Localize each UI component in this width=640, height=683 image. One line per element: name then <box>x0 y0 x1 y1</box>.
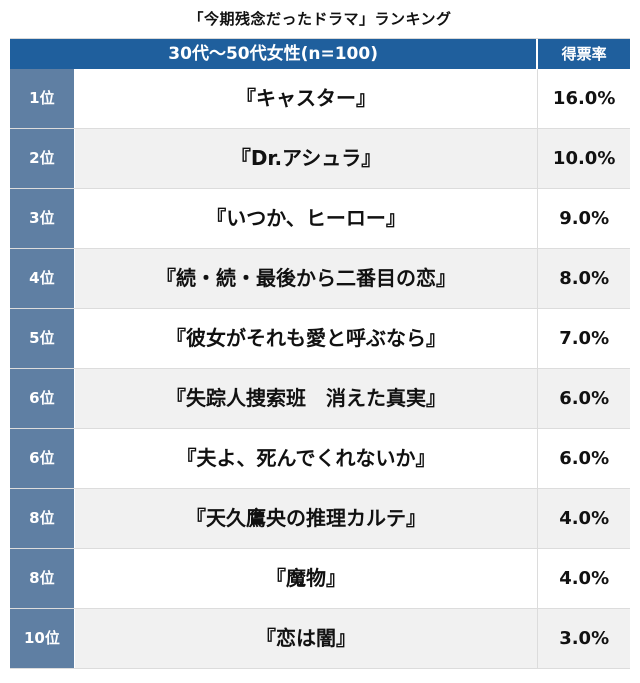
vote-rate-cell: 6.0% <box>537 369 630 428</box>
drama-title-cell: 『彼女がそれも愛と呼ぶなら』 <box>166 326 447 350</box>
table-row: 6位 『夫よ、死んでくれないか』 6.0% <box>10 429 630 489</box>
ranking-title: 「今期残念だったドラマ」ランキング <box>188 10 452 28</box>
table-row: 8位 『天久鷹央の推理カルテ』 4.0% <box>10 489 630 549</box>
drama-title-cell: 『キャスター』 <box>236 86 377 110</box>
vote-rate-header: 得票率 <box>536 39 630 69</box>
drama-title-cell: 『恋は闇』 <box>256 626 357 650</box>
table-row: 5位 『彼女がそれも愛と呼ぶなら』 7.0% <box>10 309 630 369</box>
rank-cell: 5位 <box>10 309 75 368</box>
table-header: 30代〜50代女性(n=100) 得票率 <box>10 39 630 69</box>
rank-cell: 8位 <box>10 549 75 608</box>
respondent-group-header: 30代〜50代女性(n=100) <box>10 39 537 69</box>
ranking-table: 30代〜50代女性(n=100) 得票率 1位 『キャスター』 16.0% 2位… <box>10 38 630 669</box>
drama-title-cell: 『Dr.アシュラ』 <box>230 146 382 170</box>
drama-title-cell: 『夫よ、死んでくれないか』 <box>176 446 436 470</box>
table-row: 8位 『魔物』 4.0% <box>10 549 630 609</box>
vote-rate-cell: 7.0% <box>537 309 630 368</box>
table-row: 3位 『いつか、ヒーロー』 9.0% <box>10 189 630 249</box>
rank-cell: 1位 <box>10 69 75 128</box>
vote-rate-cell: 6.0% <box>537 429 630 488</box>
vote-rate-cell: 16.0% <box>537 69 630 128</box>
drama-title-cell: 『いつか、ヒーロー』 <box>206 206 406 230</box>
table-row: 4位 『続・続・最後から二番目の恋』 8.0% <box>10 249 630 309</box>
rank-cell: 8位 <box>10 489 75 548</box>
vote-rate-cell: 10.0% <box>537 129 630 188</box>
rank-cell: 10位 <box>10 609 75 668</box>
drama-title-cell: 『続・続・最後から二番目の恋』 <box>156 266 457 290</box>
table-row: 1位 『キャスター』 16.0% <box>10 69 630 129</box>
rank-cell: 6位 <box>10 429 75 488</box>
rank-cell: 2位 <box>10 129 75 188</box>
vote-rate-cell: 9.0% <box>537 189 630 248</box>
drama-title-cell: 『天久鷹央の推理カルテ』 <box>186 506 427 530</box>
table-row: 10位 『恋は闇』 3.0% <box>10 609 630 669</box>
vote-rate-cell: 8.0% <box>537 249 630 308</box>
drama-title-cell: 『魔物』 <box>266 566 347 590</box>
table-row: 6位 『失踪人捜索班 消えた真実』 6.0% <box>10 369 630 429</box>
drama-title-cell: 『失踪人捜索班 消えた真実』 <box>166 386 447 410</box>
rank-cell: 6位 <box>10 369 75 428</box>
rank-cell: 3位 <box>10 189 75 248</box>
rank-cell: 4位 <box>10 249 75 308</box>
vote-rate-cell: 4.0% <box>537 549 630 608</box>
vote-rate-cell: 4.0% <box>537 489 630 548</box>
vote-rate-cell: 3.0% <box>537 609 630 668</box>
table-row: 2位 『Dr.アシュラ』 10.0% <box>10 129 630 189</box>
